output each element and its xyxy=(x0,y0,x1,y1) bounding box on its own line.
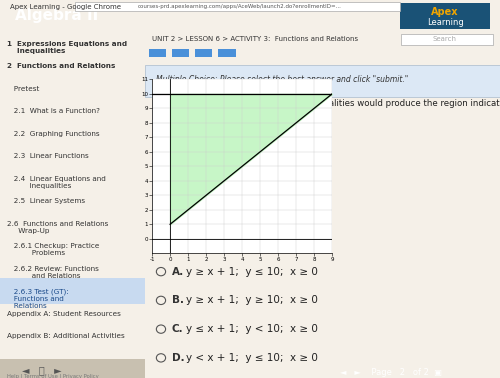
FancyBboxPatch shape xyxy=(218,49,236,57)
Text: C.: C. xyxy=(172,324,183,334)
Text: Appendix A: Student Resources: Appendix A: Student Resources xyxy=(7,311,121,316)
Text: Algebra II: Algebra II xyxy=(15,8,98,23)
Text: Learning: Learning xyxy=(426,18,464,27)
Text: Apex: Apex xyxy=(431,7,459,17)
Text: Help | Terms of Use | Privacy Policy: Help | Terms of Use | Privacy Policy xyxy=(7,374,99,378)
Text: y ≥ x + 1;  y ≤ 10;  x ≥ 0: y ≥ x + 1; y ≤ 10; x ≥ 0 xyxy=(186,266,318,277)
Text: A.: A. xyxy=(172,266,184,277)
Text: 2.6.2 Review: Functions
           and Relations: 2.6.2 Review: Functions and Relations xyxy=(7,266,99,279)
Text: 2.6.1 Checkup: Practice
           Problems: 2.6.1 Checkup: Practice Problems xyxy=(7,243,100,256)
Text: Search: Search xyxy=(433,36,457,42)
Text: D.: D. xyxy=(172,353,184,363)
Text: Pretest: Pretest xyxy=(7,86,40,92)
Text: courses-prd.apexlearning.com/apps/AceWeb/launch2.do?enrollmentID=...: courses-prd.apexlearning.com/apps/AceWeb… xyxy=(138,4,342,9)
FancyBboxPatch shape xyxy=(172,49,190,57)
Text: ◄   🏠   ►: ◄ 🏠 ► xyxy=(22,365,62,375)
FancyBboxPatch shape xyxy=(0,359,145,378)
FancyBboxPatch shape xyxy=(194,49,212,57)
Text: y ≥ x + 1;  y ≥ 10;  x ≥ 0: y ≥ x + 1; y ≥ 10; x ≥ 0 xyxy=(186,295,318,305)
FancyBboxPatch shape xyxy=(400,3,490,29)
FancyBboxPatch shape xyxy=(148,49,166,57)
Text: ◄   ►    Page   2   of 2  ▣: ◄ ► Page 2 of 2 ▣ xyxy=(340,368,442,377)
Text: 2.3  Linear Functions: 2.3 Linear Functions xyxy=(7,153,89,159)
Text: 2.4  Linear Equations and
          Inequalities: 2.4 Linear Equations and Inequalities xyxy=(7,176,106,189)
Text: 2.1  What is a Function?: 2.1 What is a Function? xyxy=(7,108,100,114)
Text: 2.2  Graphing Functions: 2.2 Graphing Functions xyxy=(7,131,100,137)
Text: y ≤ x + 1;  y < 10;  x ≥ 0: y ≤ x + 1; y < 10; x ≥ 0 xyxy=(186,324,318,334)
FancyBboxPatch shape xyxy=(0,278,145,304)
Text: Multiple Choice: Please select the best answer and click "submit.": Multiple Choice: Please select the best … xyxy=(156,76,408,85)
Text: Appendix B: Additional Activities: Appendix B: Additional Activities xyxy=(7,333,125,339)
Text: 2.6.3 Test (GT):
   Functions and
   Relations: 2.6.3 Test (GT): Functions and Relations xyxy=(7,288,69,308)
Text: Apex Learning - Google Chrome: Apex Learning - Google Chrome xyxy=(10,4,121,9)
Text: B.: B. xyxy=(172,295,183,305)
FancyBboxPatch shape xyxy=(145,65,500,97)
Text: UNIT 2 > LESSON 6 > ACTIVITY 3:  Functions and Relations: UNIT 2 > LESSON 6 > ACTIVITY 3: Function… xyxy=(152,36,358,42)
Text: y < x + 1;  y ≤ 10;  x ≥ 0: y < x + 1; y ≤ 10; x ≥ 0 xyxy=(186,353,318,363)
Text: 2.5  Linear Systems: 2.5 Linear Systems xyxy=(7,198,86,204)
FancyBboxPatch shape xyxy=(400,34,493,45)
Text: Which of the following systems of inequalities would produce the region indicate: Which of the following systems of inequa… xyxy=(156,99,500,118)
Text: 2.6  Functions and Relations
     Wrap-Up: 2.6 Functions and Relations Wrap-Up xyxy=(7,221,108,234)
Text: 2  Functions and Relations: 2 Functions and Relations xyxy=(7,63,116,69)
Text: 1  Expressions Equations and
    Inequalities: 1 Expressions Equations and Inequalities xyxy=(7,41,128,54)
FancyBboxPatch shape xyxy=(75,2,400,11)
